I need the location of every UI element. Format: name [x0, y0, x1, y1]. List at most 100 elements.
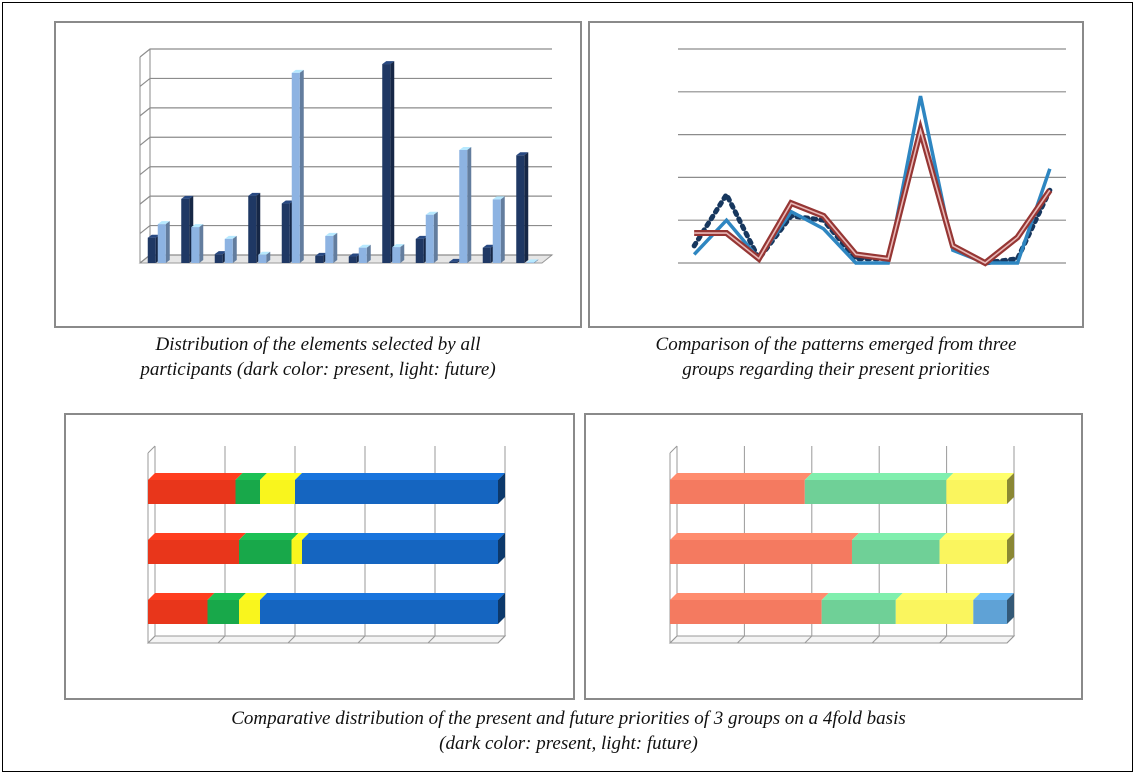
bar — [291, 72, 300, 263]
bar-segment-top — [239, 593, 267, 600]
bar-segment-top — [207, 593, 246, 600]
bar-side — [467, 146, 472, 263]
bar-segment-top — [148, 593, 215, 600]
bar-segment — [148, 480, 236, 504]
bar — [157, 224, 166, 263]
bar — [459, 149, 468, 263]
gridline — [497, 446, 506, 644]
chart-panel-comparison — [588, 21, 1084, 328]
bar — [248, 195, 257, 263]
line-chart-comparison — [678, 48, 1066, 267]
bar-segment — [148, 540, 239, 564]
bar-segment-top — [260, 593, 505, 600]
bar-end-face — [1007, 593, 1014, 624]
bar-top — [449, 258, 462, 262]
bar-segment-top — [895, 593, 981, 600]
gridline — [804, 446, 813, 644]
bar-segment — [260, 480, 295, 504]
bar-segment — [851, 540, 940, 564]
bar — [191, 227, 200, 263]
bar-segment-top — [239, 533, 299, 540]
gridline — [871, 446, 880, 644]
bar-end-face — [498, 593, 505, 624]
bar-segment — [946, 480, 1007, 504]
bar-side — [400, 244, 405, 263]
bar-segment — [895, 600, 974, 624]
bar-side — [534, 259, 539, 263]
bar — [425, 214, 434, 263]
bar-segment — [804, 480, 947, 504]
bar-segment — [302, 540, 498, 564]
caption-line: Comparison of the patterns emerged from … — [655, 334, 1017, 355]
bar-segment-top — [804, 473, 954, 480]
caption-line: participants (dark color: present, light… — [140, 359, 496, 380]
side-wall-top — [147, 445, 156, 454]
bar-segment — [239, 600, 260, 624]
floor — [146, 635, 507, 644]
bar-segment — [235, 480, 260, 504]
bar-segment — [821, 600, 896, 624]
floor — [668, 635, 1016, 644]
bar — [415, 238, 424, 263]
bar-segment-top — [939, 533, 1014, 540]
bar-segment-top — [260, 473, 302, 480]
gridline — [1006, 446, 1015, 644]
series-line-double-inner — [694, 127, 1051, 264]
bar-segment-top — [295, 473, 505, 480]
gridline — [357, 446, 366, 644]
bar-side — [390, 61, 395, 263]
gridline — [669, 446, 678, 644]
caption-line: Comparative distribution of the present … — [231, 708, 906, 729]
bar-side — [199, 224, 204, 263]
gridline — [147, 446, 156, 644]
bar-chart-distribution — [138, 48, 554, 264]
bar-end-face — [498, 533, 505, 564]
caption-top-left: Distribution of the elements selected by… — [54, 332, 582, 382]
bar-segment — [148, 600, 208, 624]
bar — [492, 199, 501, 263]
bar-segment-top — [670, 593, 829, 600]
caption-line: Distribution of the elements selected by… — [155, 334, 481, 355]
gridline — [139, 195, 552, 205]
gridline — [139, 77, 552, 87]
bar-segment-top — [946, 473, 1014, 480]
bar — [358, 247, 367, 263]
caption-bottom: Comparative distribution of the present … — [33, 706, 1104, 756]
bar-segment — [295, 480, 498, 504]
bar-segment-top — [235, 473, 267, 480]
bar-segment-top — [670, 533, 859, 540]
bar-side — [299, 69, 304, 263]
bar-side — [366, 244, 371, 263]
stacked-bar-chart-future — [668, 445, 1016, 644]
bar-segment — [670, 540, 852, 564]
bar-segment-top — [973, 593, 1014, 600]
caption-line: groups regarding their present prioritie… — [682, 359, 990, 380]
bar-side — [500, 196, 505, 263]
bar — [482, 247, 491, 263]
bar — [147, 237, 156, 263]
gridline — [737, 446, 745, 644]
gridline — [287, 446, 296, 644]
bar-side — [524, 152, 529, 263]
bar-side — [165, 221, 170, 263]
bar — [449, 261, 458, 263]
bar-segment — [670, 600, 822, 624]
bar — [348, 256, 357, 263]
bar-segment — [207, 600, 239, 624]
chart-panel-distribution — [54, 21, 582, 328]
bar-segment-top — [291, 533, 309, 540]
bar — [181, 198, 190, 263]
bar-segment-top — [851, 533, 947, 540]
bar-side — [256, 192, 261, 263]
bar — [392, 247, 401, 263]
bar — [224, 238, 233, 263]
bar-end-face — [1007, 533, 1014, 564]
bar-side — [433, 211, 438, 263]
bar — [382, 64, 391, 263]
caption-line: (dark color: present, light: future) — [439, 733, 698, 754]
bar — [526, 262, 535, 263]
chart-panel-future — [584, 413, 1083, 700]
bar-segment-top — [670, 473, 812, 480]
bar-top — [291, 69, 304, 73]
